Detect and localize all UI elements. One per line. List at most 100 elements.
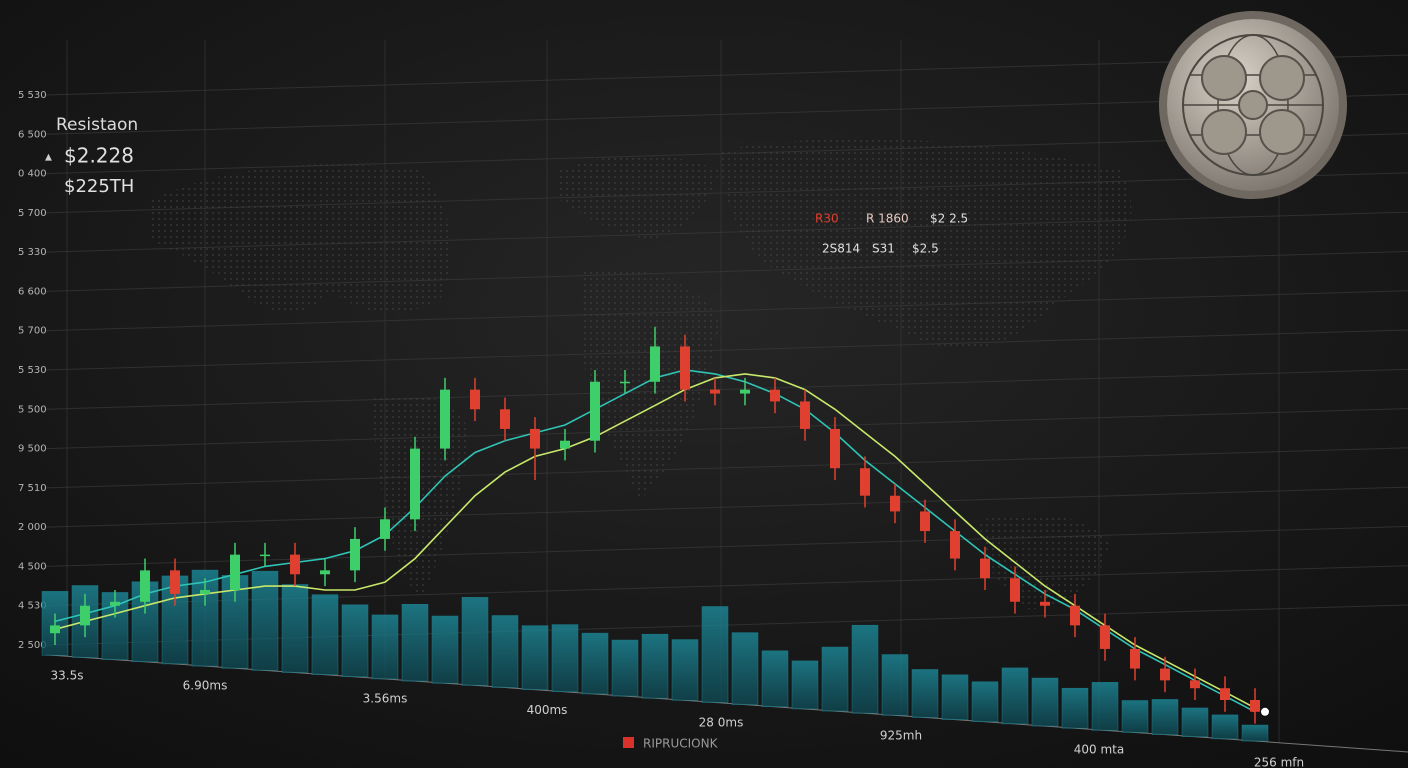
volume-bar bbox=[701, 606, 729, 703]
legend-label: RIPRUCIONK bbox=[643, 737, 719, 751]
annotation: 2S814 bbox=[822, 242, 860, 256]
y-tick-label: 5 700 bbox=[18, 326, 47, 337]
volume-bar bbox=[731, 632, 759, 705]
volume-bar bbox=[761, 650, 789, 708]
y-tick-label: 6 600 bbox=[18, 286, 47, 297]
candle-body bbox=[530, 428, 540, 449]
price: $225TH bbox=[64, 176, 134, 197]
volume-bar bbox=[851, 624, 879, 714]
volume-bar bbox=[1031, 677, 1059, 727]
volume-bar bbox=[1211, 714, 1239, 740]
y-tick-label: 2 500 bbox=[18, 640, 47, 651]
x-tick-label: 3.56ms bbox=[363, 691, 408, 705]
annotation: R30 bbox=[815, 212, 839, 226]
y-tick-label: 6 500 bbox=[18, 129, 47, 140]
x-tick-label: 28 0ms bbox=[699, 715, 744, 729]
grid-line bbox=[45, 211, 1408, 253]
volume-bar bbox=[371, 614, 399, 680]
x-tick-label: 6.90ms bbox=[183, 679, 228, 693]
volume-bar bbox=[1151, 699, 1179, 735]
continent bbox=[150, 164, 452, 313]
volume-bar bbox=[311, 594, 339, 675]
grid-line bbox=[45, 368, 1408, 410]
candle-body bbox=[980, 558, 990, 579]
ripple-petal bbox=[1201, 55, 1247, 101]
volume-bar bbox=[581, 632, 609, 695]
volume-bar bbox=[551, 624, 579, 693]
continent bbox=[720, 138, 1132, 350]
volume-bar bbox=[281, 584, 309, 673]
y-tick-label: 2 000 bbox=[18, 522, 47, 533]
candle-body bbox=[80, 605, 90, 626]
candle-body bbox=[320, 570, 330, 575]
price: $2.228 bbox=[64, 144, 134, 168]
candle-body bbox=[680, 346, 690, 390]
candle-body bbox=[440, 389, 450, 449]
annotation: $2.5 bbox=[912, 242, 939, 256]
grid-line bbox=[45, 447, 1408, 489]
candle-body bbox=[860, 468, 870, 496]
volume-bar bbox=[791, 660, 819, 710]
y-tick-label: 7 510 bbox=[18, 483, 47, 494]
candle-body bbox=[170, 570, 180, 594]
candle-body bbox=[800, 401, 810, 429]
volume-bar bbox=[881, 654, 909, 716]
volume-bar bbox=[941, 674, 969, 720]
y-tick-label: 5 530 bbox=[18, 90, 47, 101]
moving-average bbox=[54, 373, 1256, 709]
candle-body bbox=[470, 389, 480, 410]
candle-body bbox=[1130, 648, 1140, 669]
ripple-petal bbox=[1259, 55, 1305, 101]
y-tick-label: 5 500 bbox=[18, 404, 47, 415]
ripple-logo bbox=[1159, 11, 1347, 199]
candle-body bbox=[200, 590, 210, 594]
volume-bar bbox=[431, 615, 459, 684]
volume-bar bbox=[1241, 724, 1269, 742]
grid-line bbox=[45, 486, 1408, 528]
ripple-mark bbox=[1201, 55, 1305, 155]
grid-line bbox=[45, 250, 1408, 292]
volume-bar bbox=[821, 646, 849, 712]
candle-body bbox=[620, 381, 630, 384]
volume-bar bbox=[1121, 700, 1149, 733]
continent bbox=[580, 268, 720, 500]
annotation: R 1860 bbox=[866, 212, 909, 226]
volume-bar bbox=[521, 625, 549, 690]
grid-line bbox=[45, 408, 1408, 450]
candle-body bbox=[710, 389, 720, 394]
y-tick-label: 5 530 bbox=[18, 365, 47, 376]
grid-line bbox=[45, 290, 1408, 332]
ripple-petal bbox=[1259, 109, 1305, 155]
candle-body bbox=[560, 440, 570, 449]
candle-body bbox=[500, 409, 510, 429]
candle-body bbox=[350, 538, 360, 571]
volume-bar bbox=[1061, 687, 1089, 729]
annotation: S31 bbox=[872, 242, 895, 256]
volume-bar bbox=[341, 604, 369, 678]
ripple-center bbox=[1238, 90, 1268, 120]
volume-bar bbox=[911, 669, 939, 718]
candle-body bbox=[1100, 625, 1110, 649]
volume-bar bbox=[401, 604, 429, 682]
volume-bar bbox=[1091, 682, 1119, 731]
candle-body bbox=[230, 554, 240, 590]
x-tick-label: 400 mta bbox=[1074, 742, 1124, 756]
candle-body bbox=[1220, 688, 1230, 700]
volume-bar bbox=[1181, 707, 1209, 738]
volume-bar bbox=[611, 639, 639, 697]
x-tick-label: 400ms bbox=[527, 703, 568, 717]
grid-line bbox=[45, 525, 1408, 567]
y-tick-label: 4 530 bbox=[18, 601, 47, 612]
ripple-petal bbox=[1201, 109, 1247, 155]
grid-line bbox=[45, 329, 1408, 371]
volume-bar bbox=[641, 633, 669, 699]
candle-body bbox=[890, 495, 900, 512]
volume-bar bbox=[491, 615, 519, 688]
candle-body bbox=[830, 428, 840, 469]
y-tick-label: 5 330 bbox=[18, 247, 47, 258]
candle-body bbox=[1010, 578, 1020, 602]
marker: ▲ bbox=[45, 153, 52, 163]
candle-body bbox=[770, 389, 780, 402]
